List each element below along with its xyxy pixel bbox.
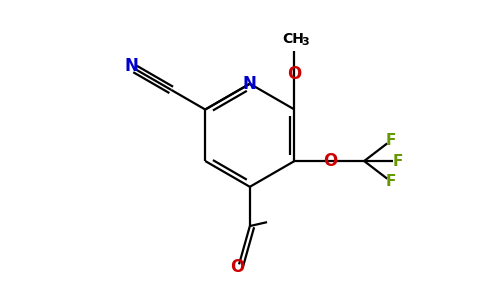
Text: F: F bbox=[386, 133, 396, 148]
Text: N: N bbox=[124, 57, 138, 75]
Text: O: O bbox=[287, 65, 302, 83]
Text: CH: CH bbox=[283, 32, 304, 46]
Text: N: N bbox=[243, 75, 257, 93]
Text: F: F bbox=[386, 174, 396, 189]
Text: 3: 3 bbox=[302, 37, 309, 47]
Text: O: O bbox=[230, 258, 245, 276]
Text: F: F bbox=[393, 154, 403, 169]
Text: O: O bbox=[323, 152, 337, 170]
